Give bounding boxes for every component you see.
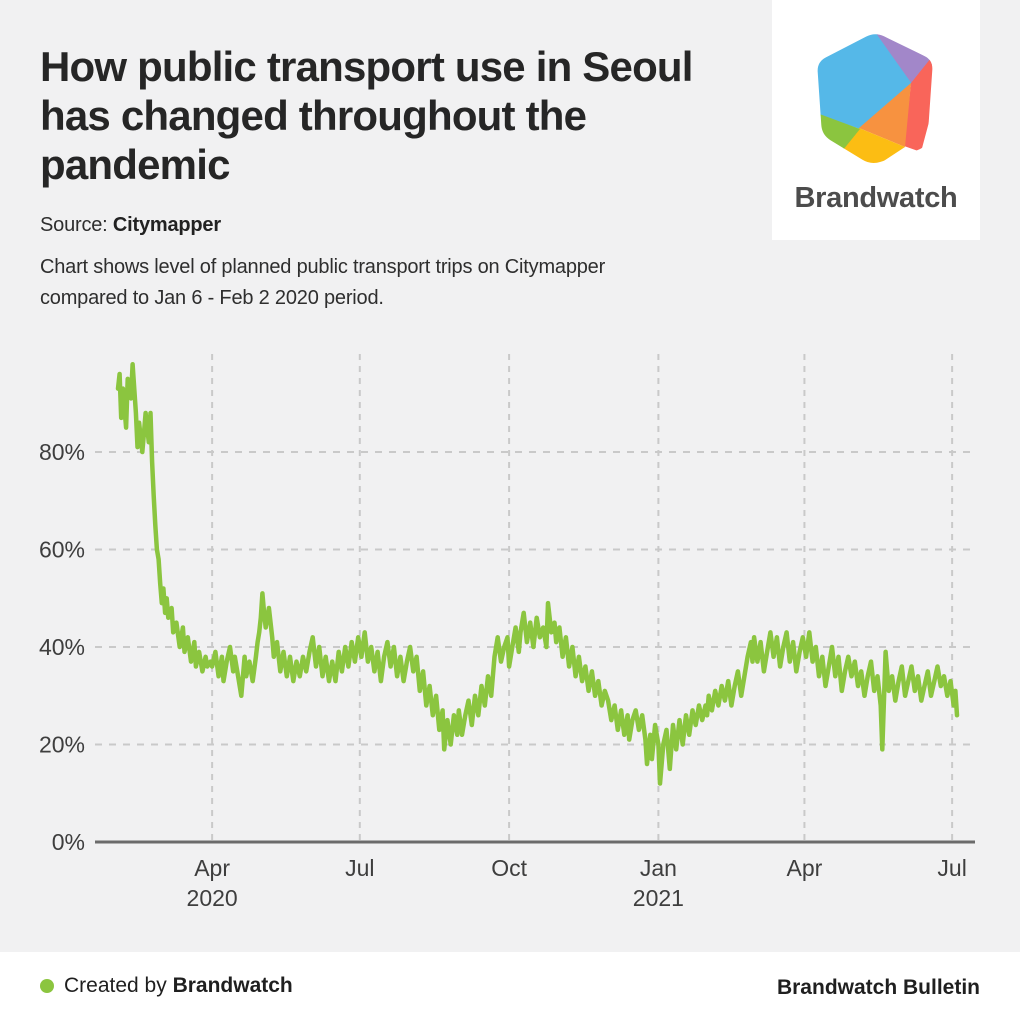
source-value: Citymapper [112, 214, 221, 236]
footer: Created by Brandwatch Brandwatch Bulleti… [0, 952, 1020, 1020]
source-label: Source: [40, 214, 108, 236]
logo-facet-purple [873, 34, 933, 84]
x-tick-month-Jul: Jul [345, 855, 374, 881]
created-by-text: Created by [64, 974, 167, 997]
footer-bulletin-label: Brandwatch Bulletin [776, 976, 980, 999]
chart-svg: 0% 20% 40% 60% 80% Apr 2020 Jul Oct Jan 2021 Apr Jul [39, 354, 975, 911]
x-tick-month-Apr: Apr [194, 855, 230, 881]
brandwatch-wordmark: Brandwatch [794, 182, 958, 214]
x-tick-month-Apr: Apr [787, 855, 823, 881]
created-by-brand: Brandwatch [172, 974, 293, 997]
transport-usage-line [115, 362, 960, 786]
green-dot-icon [40, 979, 54, 993]
brandwatch-hexagon-icon [817, 34, 933, 164]
line-chart: 0% 20% 40% 60% 80% Apr 2020 Jul Oct Jan 2021 Apr Jul [0, 340, 1020, 940]
x-tick-year-2020: 2020 [187, 885, 238, 911]
x-tick-month-Jan: Jan [640, 855, 677, 881]
y-tick-label-20: 20% [39, 732, 85, 758]
chart-description: Chart shows level of planned public tran… [40, 252, 780, 314]
description-line-1: Chart shows level of planned public tran… [40, 256, 606, 278]
footer-credit: Created by Brandwatch [40, 974, 293, 998]
y-tick-label-80: 80% [39, 439, 85, 465]
brandwatch-logo-card: Brandwatch [772, 0, 980, 240]
description-line-2: compared to Jan 6 - Feb 2 2020 period. [40, 287, 384, 309]
x-tick-month-Oct: Oct [491, 855, 527, 881]
x-tick-month-Jul: Jul [937, 855, 966, 881]
page-title: How public transport use in Seoul has ch… [40, 43, 693, 188]
logo-facet-orange [859, 83, 911, 147]
x-tick-year-2021: 2021 [633, 885, 684, 911]
logo-facet-coral [904, 58, 933, 152]
y-tick-label-0: 0% [52, 829, 85, 855]
y-tick-label-40: 40% [39, 634, 85, 660]
y-tick-label-60: 60% [39, 537, 85, 563]
source-line: Source: Citymapper [40, 214, 221, 237]
